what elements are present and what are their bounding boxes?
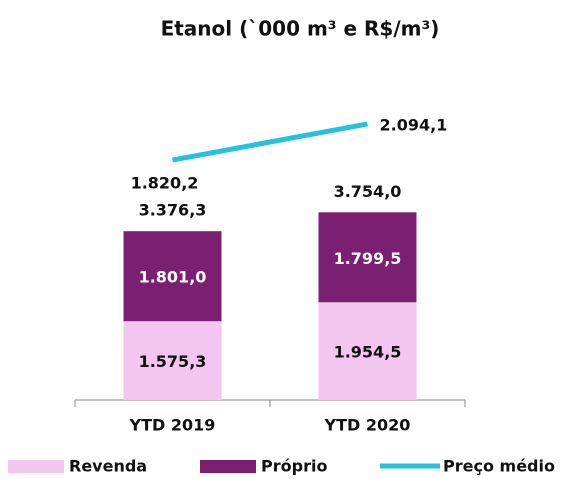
legend-label: Preço médio — [443, 457, 555, 476]
legend-label: Próprio — [261, 457, 327, 476]
chart-title: Etanol (`000 m³ e R$/m³) — [161, 17, 440, 41]
x-tick-label: YTD 2020 — [324, 416, 411, 435]
bar-segment — [318, 302, 417, 400]
data-label: 1.954,5 — [334, 343, 402, 362]
legend-swatch — [8, 460, 64, 473]
legend-label: Revenda — [69, 457, 147, 476]
total-label: 3.376,3 — [139, 201, 207, 220]
bar-segment — [318, 212, 417, 303]
line — [172, 121, 368, 163]
data-label: 1.575,3 — [139, 352, 207, 371]
total-label: 3.754,0 — [334, 182, 402, 201]
bar-segment — [123, 231, 222, 322]
line-label: 2.094,1 — [380, 115, 448, 134]
line-label: 1.820,2 — [131, 174, 199, 193]
legend-swatch — [200, 460, 256, 473]
bar-segment — [123, 321, 222, 400]
data-label: 1.801,0 — [139, 268, 207, 287]
data-label: 1.799,5 — [334, 249, 402, 268]
x-tick-label: YTD 2019 — [129, 416, 216, 435]
